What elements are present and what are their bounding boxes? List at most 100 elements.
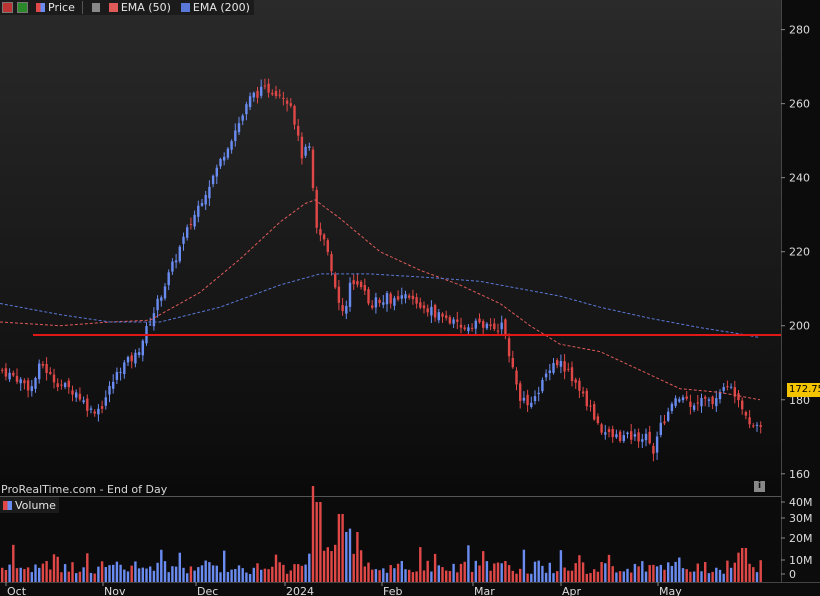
volume-bar xyxy=(500,563,503,582)
candle-body xyxy=(293,105,296,125)
candle-body xyxy=(282,97,285,99)
candle-body xyxy=(367,289,370,304)
legend-price[interactable]: Price xyxy=(48,1,75,14)
time-tick-label: Oct xyxy=(7,585,27,596)
volume-bar xyxy=(474,560,477,582)
candle-body xyxy=(511,358,514,368)
candle-body xyxy=(12,372,15,376)
volume-bars xyxy=(1,486,762,582)
data-source-credit: ProRealTime.com - End of Day xyxy=(1,483,168,496)
volume-bar xyxy=(415,571,418,582)
candle-body xyxy=(348,282,352,307)
candle-body xyxy=(263,85,267,87)
volume-bar xyxy=(352,553,355,582)
volume-bar xyxy=(4,570,8,582)
time-tick-label: Dec xyxy=(197,585,218,596)
volume-bar xyxy=(197,567,200,582)
volume-bar xyxy=(615,572,618,582)
candle-body xyxy=(8,372,11,380)
legend-ema50[interactable]: EMA (50) xyxy=(120,1,171,14)
volume-label[interactable]: Volume xyxy=(15,498,56,512)
volume-tick-label: 0 xyxy=(789,568,796,581)
volume-bar xyxy=(26,567,30,582)
volume-bar xyxy=(156,562,159,582)
volume-bar xyxy=(108,565,111,582)
volume-tick-label: 30M xyxy=(789,512,813,525)
candle-body xyxy=(274,91,278,97)
candle-body xyxy=(600,424,603,433)
chart-type-icon[interactable] xyxy=(2,2,13,13)
volume-bar xyxy=(152,570,156,582)
candle-body xyxy=(519,383,522,401)
candle-body xyxy=(49,372,52,374)
volume-bar xyxy=(160,549,163,582)
candle-body xyxy=(78,393,82,400)
volume-bar xyxy=(659,564,662,582)
candle-body xyxy=(581,391,585,394)
candle-body xyxy=(197,205,200,217)
volume-bar xyxy=(248,573,252,582)
candle-body xyxy=(641,439,644,442)
volume-bar xyxy=(356,531,359,582)
candle-body xyxy=(297,125,300,136)
candle-body xyxy=(522,397,526,401)
volume-bar xyxy=(556,571,559,582)
candle-body xyxy=(526,394,529,406)
candle-body xyxy=(226,148,230,158)
candle-body xyxy=(452,319,455,324)
volume-bar xyxy=(56,556,59,582)
volume-bar xyxy=(729,567,733,582)
volume-bar xyxy=(752,567,755,582)
candle-body xyxy=(589,405,592,407)
candle-body xyxy=(463,327,466,330)
candle-body xyxy=(63,383,67,388)
list-icon[interactable] xyxy=(91,3,100,12)
candle-body xyxy=(71,390,74,395)
volume-bar xyxy=(308,553,311,582)
candle-body xyxy=(112,381,115,389)
toggle-icon[interactable] xyxy=(17,2,28,13)
candle-body xyxy=(382,302,385,305)
volume-bar xyxy=(186,573,189,582)
candle-body xyxy=(371,305,374,308)
volume-bar xyxy=(334,544,337,582)
volume-bar xyxy=(459,563,463,582)
candle-body xyxy=(474,320,477,329)
candle-body xyxy=(137,352,141,356)
last-price-tag: 172.75 xyxy=(787,383,820,397)
volume-bar xyxy=(581,562,585,582)
volume-bar xyxy=(112,564,115,582)
legend-ema200[interactable]: EMA (200) xyxy=(192,1,250,14)
candle-body xyxy=(752,425,755,427)
volume-bar xyxy=(30,572,33,582)
volume-bar xyxy=(19,567,22,582)
candle-body xyxy=(659,422,662,435)
volume-bar xyxy=(504,561,507,582)
volume-bar xyxy=(293,564,296,582)
volume-bar xyxy=(759,560,762,582)
volume-bar xyxy=(548,562,551,582)
candle-body xyxy=(482,321,485,328)
candle-body xyxy=(319,229,322,236)
volume-bar xyxy=(337,514,341,582)
volume-bar xyxy=(263,568,267,582)
volume-bar xyxy=(596,571,600,582)
volume-bar xyxy=(678,557,681,582)
volume-bar xyxy=(641,561,644,582)
volume-bar xyxy=(711,571,714,582)
volume-bar xyxy=(411,572,415,582)
volume-bar xyxy=(38,567,41,582)
candle-body xyxy=(337,286,341,303)
candle-body xyxy=(533,396,537,402)
candle-body xyxy=(345,305,348,314)
volume-bar xyxy=(82,567,85,582)
candle-body xyxy=(215,167,218,177)
volume-bar xyxy=(426,560,429,582)
info-icon[interactable]: i xyxy=(754,481,765,492)
candle-body xyxy=(152,313,156,327)
candle-body xyxy=(178,246,181,262)
candle-body xyxy=(456,319,459,322)
candle-body xyxy=(100,406,104,409)
volume-bar xyxy=(696,563,699,582)
